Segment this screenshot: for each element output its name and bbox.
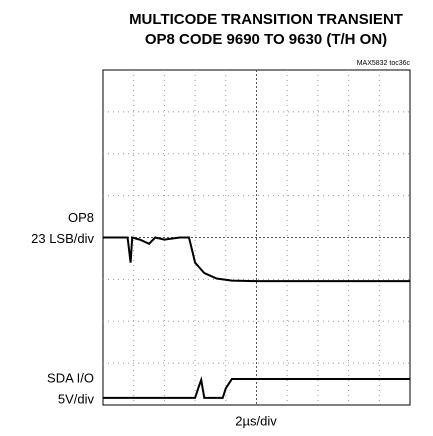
legend-label: SDA I/O xyxy=(47,370,94,385)
annotation: MAX5832 toc36c xyxy=(357,60,411,67)
legend-label: 5V/div xyxy=(58,391,95,406)
chart-title: OP8 CODE 9690 TO 9630 (T/H ON) xyxy=(145,31,387,48)
x-axis-label: 2µs/div xyxy=(235,413,277,428)
legend-label: OP8 xyxy=(68,210,94,225)
chart-title: MULTICODE TRANSITION TRANSIENT xyxy=(129,11,403,28)
trace xyxy=(103,375,410,399)
trace xyxy=(103,236,410,283)
legend-label: 23 LSB/div xyxy=(31,231,94,246)
